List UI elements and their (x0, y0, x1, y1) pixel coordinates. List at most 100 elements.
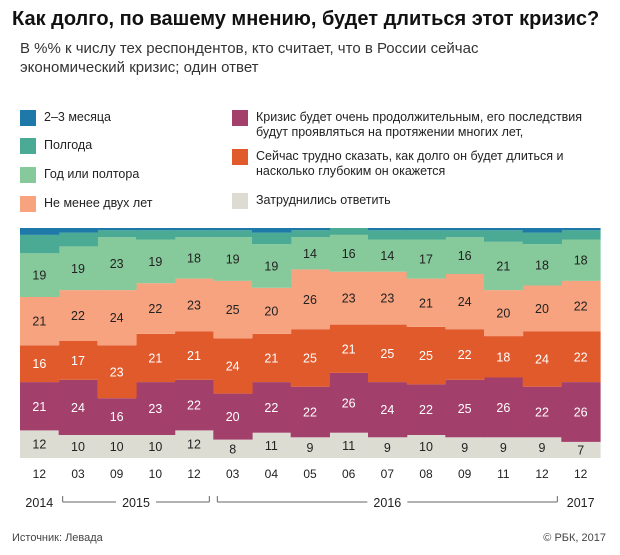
segment-dk (252, 432, 292, 458)
segment-dk (58, 435, 98, 458)
value-label: 21 (264, 351, 278, 365)
value-label: 16 (110, 410, 124, 424)
x-tick-label: 09 (110, 467, 124, 481)
value-label: 22 (71, 309, 85, 323)
year-label: 2015 (122, 496, 150, 510)
legend-item-long: Кризис будет очень продолжительным, его … (232, 110, 602, 140)
segment-sbig (522, 331, 562, 387)
value-label: 11 (342, 439, 355, 453)
segment-two (58, 290, 98, 341)
value-label: 26 (496, 401, 510, 415)
x-tick-label: 03 (71, 467, 85, 481)
segment-m23 (174, 228, 214, 231)
value-label: 21 (32, 315, 46, 329)
value-label: 12 (187, 438, 201, 452)
value-label: 21 (32, 400, 46, 414)
x-tick-label: 09 (458, 467, 472, 481)
value-label: 20 (226, 410, 240, 424)
segment-long (97, 398, 137, 435)
value-label: 19 (32, 269, 46, 283)
year-label: 2017 (567, 496, 595, 510)
segment-dk (368, 437, 408, 458)
series-half (20, 228, 601, 254)
value-label: 22 (574, 300, 588, 314)
segment-half (561, 230, 601, 240)
value-label: 20 (535, 302, 549, 316)
segment-dk (484, 437, 524, 458)
segment-sbig (20, 345, 60, 383)
series-year (20, 234, 601, 297)
segment-two (20, 297, 60, 346)
chart-subtitle: В %% к числу тех респондентов, кто счита… (20, 40, 479, 76)
series-m23 (20, 228, 601, 235)
value-label: 10 (148, 440, 162, 454)
segment-dk (445, 437, 485, 458)
segment-two (290, 269, 330, 330)
segment-year (406, 239, 446, 279)
value-label: 23 (110, 257, 124, 271)
value-label: 14 (380, 249, 394, 263)
segment-m23 (561, 228, 601, 231)
x-tick-label: 07 (381, 467, 395, 481)
value-label: 23 (380, 292, 394, 306)
value-label: 16 (32, 357, 46, 371)
segment-half (329, 228, 369, 235)
value-label: 26 (342, 396, 356, 410)
x-tick-label: 03 (226, 467, 240, 481)
segment-m23 (522, 228, 562, 233)
x-axis-months: 12 03 09 10 12 03 04 05 06 07 08 09 11 12 12 (33, 467, 588, 481)
value-label: 9 (384, 441, 391, 455)
value-label: 24 (535, 353, 549, 367)
value-label: 23 (110, 365, 124, 379)
segment-m23 (484, 228, 524, 231)
value-label: 18 (187, 251, 201, 265)
segment-m23 (368, 228, 408, 231)
segment-year (58, 246, 98, 291)
legend-item-sbig: Сейчас трудно сказать, как долго он буде… (232, 149, 602, 179)
segment-sbig (97, 345, 137, 399)
x-tick-label: 04 (265, 467, 279, 481)
value-label: 24 (226, 360, 240, 374)
segment-half (484, 230, 524, 242)
value-label: 17 (419, 253, 433, 267)
value-label: 18 (496, 350, 510, 364)
segment-long (561, 382, 601, 442)
value-label: 25 (458, 402, 472, 416)
segment-m23 (290, 228, 330, 231)
segment-sbig (213, 338, 253, 394)
segment-dk (213, 439, 253, 458)
segment-sbig (406, 326, 446, 385)
segment-long (522, 386, 562, 438)
segment-two (252, 287, 292, 334)
legend-item-m23: 2–3 месяца (20, 110, 200, 126)
segment-year (174, 237, 214, 279)
segment-m23 (445, 228, 485, 231)
value-label: 23 (148, 402, 162, 416)
year-label: 2016 (373, 496, 401, 510)
value-label: 23 (187, 299, 201, 313)
segment-long (20, 382, 60, 431)
value-label: 25 (303, 351, 317, 365)
series-sbig (20, 324, 601, 399)
legend-swatch (20, 196, 36, 212)
segment-long (136, 382, 176, 435)
segment-dk (561, 441, 601, 458)
value-label: 21 (187, 349, 201, 363)
value-label: 18 (535, 258, 549, 272)
legend-label: 2–3 месяца (44, 110, 112, 124)
segment-dk (290, 437, 330, 458)
value-label: 24 (458, 295, 472, 309)
legend-item-two: Не менее двух лет (20, 196, 200, 212)
segment-long (213, 393, 253, 440)
segment-long (445, 379, 485, 438)
segment-long (368, 382, 408, 438)
segment-sbig (174, 331, 214, 380)
x-tick-label: 12 (33, 467, 47, 481)
value-labels: 12 10 10 10 12 8 11 9 11 9 10 9 9 9 7 21 24 16 23 22 20 22 22 2… (32, 247, 587, 458)
segment-year (329, 234, 369, 272)
x-tick-label: 12 (187, 467, 201, 481)
value-label: 20 (496, 307, 510, 321)
legend-swatch (232, 110, 248, 126)
segment-sbig (368, 324, 408, 383)
